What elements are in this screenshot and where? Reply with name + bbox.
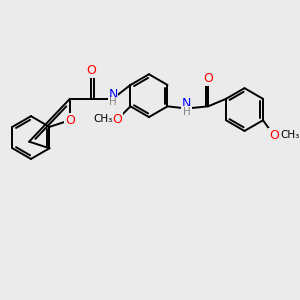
Text: CH₃: CH₃	[93, 114, 112, 124]
Text: N: N	[108, 88, 118, 101]
Text: CH₃: CH₃	[280, 130, 299, 140]
Text: H: H	[109, 98, 117, 107]
Text: O: O	[65, 114, 75, 127]
Text: O: O	[269, 129, 279, 142]
Text: O: O	[113, 113, 123, 126]
Text: O: O	[203, 72, 213, 85]
Text: N: N	[182, 97, 191, 110]
Text: H: H	[183, 107, 190, 117]
Text: O: O	[86, 64, 96, 77]
